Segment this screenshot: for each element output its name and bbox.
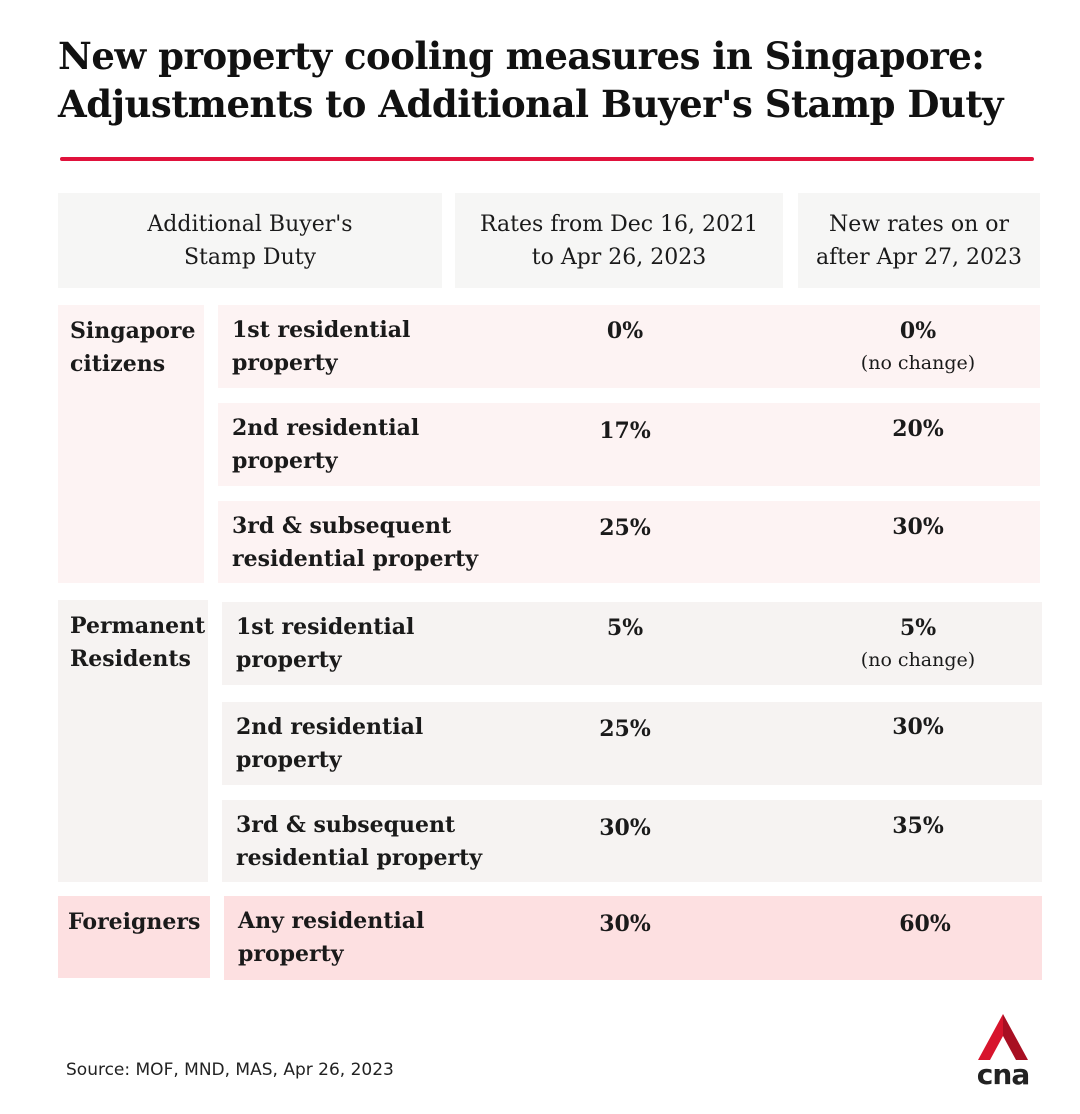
row-label-line2: property <box>238 941 344 967</box>
row-label-line2: property <box>236 647 342 673</box>
new-rate-sc-3rd: 30% <box>818 501 1018 544</box>
old-rate-sc-3rd: 25% <box>570 502 680 545</box>
header-new-rates: New rates on or after Apr 27, 2023 <box>798 193 1040 288</box>
cna-logo-icon <box>978 1014 1028 1060</box>
header-abs-line1: Additional Buyer's <box>147 211 353 237</box>
new-rate-pr-2nd: 30% <box>818 701 1018 744</box>
header-abs-line2: Stamp Duty <box>183 244 317 270</box>
old-rate-foreigners: 30% <box>570 898 680 941</box>
new-rate-value: 0% <box>899 318 937 344</box>
page-title: New property cooling measures in Singapo… <box>58 32 1048 128</box>
new-rate-pr-1st: 5% (no change) <box>818 602 1018 675</box>
new-rate-sc-1st: 0% (no change) <box>818 305 1018 378</box>
row-label-line2: residential property <box>236 845 483 871</box>
row-label-line1: 1st residential <box>236 614 415 640</box>
category-name-line2: citizens <box>70 351 166 377</box>
title-line-1: New property cooling measures in Singapo… <box>58 34 985 78</box>
old-rate-pr-2nd: 25% <box>570 703 680 746</box>
old-rate-value: 30% <box>599 911 651 937</box>
row-label-line1: Any residential <box>238 908 425 934</box>
row-label-line2: property <box>232 448 338 474</box>
table-row-pr-2nd: 2nd residential property <box>222 702 1042 785</box>
no-change-note: (no change) <box>860 352 976 374</box>
header-abs-duty: Additional Buyer's Stamp Duty <box>58 193 442 288</box>
row-label-line2: residential property <box>232 546 479 572</box>
new-rate-value: 60% <box>899 911 951 937</box>
old-rate-value: 0% <box>606 318 644 344</box>
old-rate-value: 17% <box>599 418 651 444</box>
title-line-2: Adjustments to Additional Buyer's Stamp … <box>58 82 1004 126</box>
old-rate-value: 25% <box>599 716 651 742</box>
table-row-sc-2nd: 2nd residential property <box>218 403 1040 486</box>
table-row-sc-3rd: 3rd & subsequent residential property <box>218 501 1040 583</box>
category-name-line1: Foreigners <box>68 909 201 935</box>
category-name-line1: Singapore <box>70 318 196 344</box>
old-rate-value: 25% <box>599 515 651 541</box>
new-rate-value: 35% <box>892 813 944 839</box>
row-label-line1: 2nd residential <box>232 415 420 441</box>
category-foreigners: Foreigners <box>58 896 210 978</box>
category-singapore-citizens: Singapore citizens <box>58 305 204 583</box>
table-row-sc-1st: 1st residential property <box>218 305 1040 388</box>
old-rate-pr-1st: 5% <box>570 602 680 645</box>
new-rate-foreigners: 60% <box>825 898 1025 941</box>
new-rate-pr-3rd: 35% <box>818 800 1018 843</box>
old-rate-sc-1st: 0% <box>570 305 680 348</box>
category-name-line2: Residents <box>70 646 191 672</box>
new-rate-value: 30% <box>892 714 944 740</box>
old-rate-value: 30% <box>599 815 651 841</box>
category-permanent-residents: Permanent Residents <box>58 600 208 882</box>
new-rate-sc-2nd: 20% <box>818 403 1018 446</box>
source-note: Source: MOF, MND, MAS, Apr 26, 2023 <box>66 1060 394 1080</box>
row-label-line1: 3rd & subsequent <box>236 812 456 838</box>
no-change-note: (no change) <box>860 649 976 671</box>
table-row-pr-3rd: 3rd & subsequent residential property <box>222 800 1042 882</box>
header-old-line2: to Apr 26, 2023 <box>531 244 707 270</box>
old-rate-sc-2nd: 17% <box>570 405 680 448</box>
old-rate-pr-3rd: 30% <box>570 802 680 845</box>
row-label-line2: property <box>232 350 338 376</box>
row-label-line1: 2nd residential <box>236 714 424 740</box>
header-new-line2: after Apr 27, 2023 <box>815 244 1023 270</box>
new-rate-value: 30% <box>892 514 944 540</box>
row-label-line2: property <box>236 747 342 773</box>
old-rate-value: 5% <box>606 615 644 641</box>
title-divider <box>60 157 1034 161</box>
category-name-line1: Permanent <box>70 613 206 639</box>
row-label-line1: 3rd & subsequent <box>232 513 452 539</box>
cna-logo-text: cna <box>976 1058 1030 1091</box>
header-old-line1: Rates from Dec 16, 2021 <box>479 211 759 237</box>
header-old-rates: Rates from Dec 16, 2021 to Apr 26, 2023 <box>455 193 783 288</box>
table-row-foreigners: Any residential property <box>224 896 1042 980</box>
table-row-pr-1st: 1st residential property <box>222 602 1042 685</box>
row-label-line1: 1st residential <box>232 317 411 343</box>
new-rate-value: 20% <box>892 416 944 442</box>
header-new-line1: New rates on or <box>828 211 1010 237</box>
new-rate-value: 5% <box>899 615 937 641</box>
